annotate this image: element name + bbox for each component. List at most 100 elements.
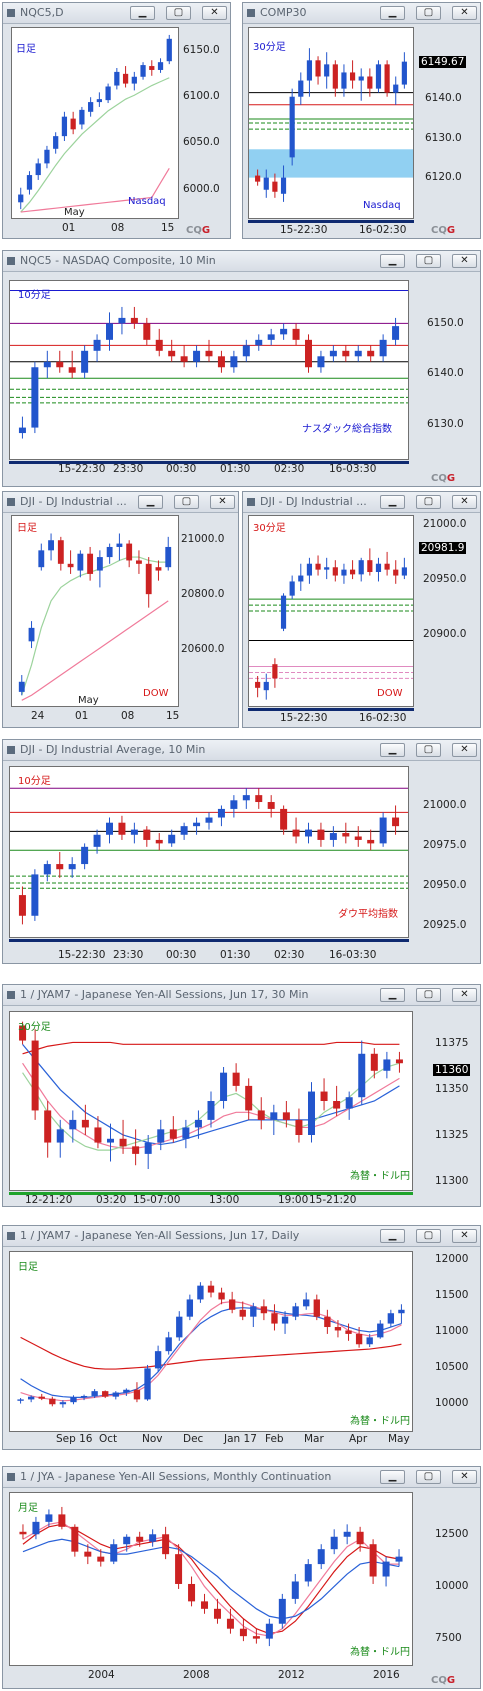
candle-body — [383, 1059, 391, 1071]
chart-area[interactable]: 10分足 ダウ平均指数 — [9, 766, 409, 938]
moving-average-line — [20, 77, 170, 213]
titlebar[interactable]: 1 / JYAM7 - Japanese Yen-All Sessions, J… — [3, 1226, 480, 1247]
maximize-icon: ▢ — [423, 1471, 434, 1482]
chart-area[interactable]: 月足 為替・ドル円 — [9, 1492, 413, 1666]
window-dji-daily[interactable]: DJI - DJ Industrial ... ▁ ▢ ✕ 日足 DOW May… — [2, 491, 239, 728]
x-tick: 2008 — [183, 1669, 210, 1681]
maximize-button[interactable]: ▢ — [416, 1229, 441, 1243]
y-tick: 20900.0 — [423, 628, 467, 640]
x-tick: Feb — [265, 1433, 284, 1445]
maximize-button[interactable]: ▢ — [416, 254, 441, 268]
y-tick: 6130.0 — [427, 418, 464, 430]
minimize-button[interactable]: ▁ — [380, 988, 405, 1002]
candle-body — [155, 567, 162, 571]
minimize-button[interactable]: ▁ — [138, 495, 163, 509]
chart-area[interactable]: 日足 DOW May — [11, 515, 179, 707]
close-button[interactable]: ✕ — [452, 743, 477, 757]
candle-body — [272, 664, 278, 679]
titlebar[interactable]: 1 / JYA - Japanese Yen-All Sessions, Mon… — [3, 1467, 480, 1488]
chart-svg — [19, 1506, 403, 1647]
window-comp30[interactable]: COMP30 ▁ ▢ ✕ 30分足 Nasdaq 6149.67 6140.0 … — [242, 2, 481, 239]
close-button[interactable]: ✕ — [452, 988, 477, 1002]
chart-area[interactable]: 日足 為替・ドル円 — [9, 1251, 413, 1432]
x-tick: Mar — [304, 1433, 324, 1445]
moving-average-line — [21, 600, 169, 701]
candle-body — [44, 149, 50, 164]
candle-body — [370, 1053, 378, 1071]
candle-body — [334, 1327, 342, 1331]
candle-body — [305, 339, 312, 368]
time-bar — [9, 1192, 413, 1195]
symbol-label: ダウ平均指数 — [338, 909, 398, 920]
close-button[interactable]: ✕ — [452, 495, 477, 509]
candle-body — [97, 1556, 105, 1562]
close-button[interactable]: ✕ — [452, 6, 477, 20]
candle-body — [289, 96, 295, 158]
minimize-button[interactable]: ▁ — [380, 1229, 405, 1243]
window-title: 1 / JYA - Japanese Yen-All Sessions, Mon… — [20, 1470, 332, 1483]
chart-area[interactable]: 30分足 DOW — [248, 515, 414, 707]
x-tick: 12-21:20 — [25, 1194, 73, 1206]
maximize-button[interactable]: ▢ — [174, 495, 199, 509]
chart-area[interactable]: 10分足 ナスダック総合指数 — [9, 280, 409, 460]
titlebar[interactable]: DJI - DJ Industrial Average, 10 Min ▁ ▢ … — [3, 740, 480, 761]
window-icon — [7, 1232, 15, 1240]
candle-body — [53, 136, 59, 149]
window-jpy-monthly[interactable]: 1 / JYA - Japanese Yen-All Sessions, Mon… — [2, 1466, 481, 1689]
candle-body — [245, 1085, 253, 1111]
candle-body — [341, 569, 347, 576]
candle-body — [271, 1313, 278, 1324]
candle-body — [305, 829, 312, 837]
minimize-button[interactable]: ▁ — [130, 6, 155, 20]
titlebar[interactable]: NQC5,D ▁ ▢ ✕ — [3, 3, 230, 24]
month-label: May — [64, 207, 85, 218]
window-icon — [247, 498, 255, 506]
close-button[interactable]: ✕ — [202, 6, 227, 20]
minimize-button[interactable]: ▁ — [380, 254, 405, 268]
candle-body — [145, 563, 152, 595]
moving-average-line — [20, 1307, 402, 1398]
candle-body — [304, 1564, 312, 1582]
window-jpy-daily[interactable]: 1 / JYAM7 - Japanese Yen-All Sessions, J… — [2, 1225, 481, 1450]
titlebar[interactable]: NQC5 - NASDAQ Composite, 10 Min ▁ ▢ ✕ — [3, 251, 480, 272]
maximize-button[interactable]: ▢ — [166, 6, 191, 20]
candle-body — [80, 1395, 88, 1398]
cqg-logo: CQG — [431, 473, 456, 484]
titlebar[interactable]: DJI - DJ Industrial ... ▁ ▢ ✕ — [243, 492, 480, 513]
titlebar[interactable]: COMP30 ▁ ▢ ✕ — [243, 3, 480, 24]
x-tick: May — [388, 1433, 410, 1445]
candle-body — [18, 895, 26, 916]
candle-body — [395, 1556, 403, 1562]
candle-body — [218, 1292, 225, 1300]
chart-area[interactable]: 30分足 Nasdaq — [248, 27, 414, 219]
window-dji-10min[interactable]: DJI - DJ Industrial Average, 10 Min ▁ ▢ … — [2, 739, 481, 964]
chart-area[interactable]: 日足 Nasdaq May — [11, 27, 179, 219]
symbol-label: Nasdaq — [128, 196, 166, 207]
close-button[interactable]: ✕ — [452, 1229, 477, 1243]
minimize-button[interactable]: ▁ — [380, 1470, 405, 1484]
window-nqc5-daily[interactable]: NQC5,D ▁ ▢ ✕ 日足 Nasdaq May 6150.0 6100.0… — [2, 2, 231, 239]
maximize-button[interactable]: ▢ — [416, 495, 441, 509]
close-button[interactable]: ✕ — [452, 1470, 477, 1484]
maximize-button[interactable]: ▢ — [416, 1470, 441, 1484]
titlebar[interactable]: 1 / JYAM7 - Japanese Yen-All Sessions, J… — [3, 985, 480, 1006]
minimize-button[interactable]: ▁ — [380, 743, 405, 757]
maximize-button[interactable]: ▢ — [416, 6, 441, 20]
minimize-button[interactable]: ▁ — [380, 6, 405, 20]
timeframe-label: 日足 — [17, 523, 37, 534]
maximize-button[interactable]: ▢ — [416, 743, 441, 757]
close-icon: ✕ — [460, 255, 469, 266]
close-button[interactable]: ✕ — [210, 495, 235, 509]
minimize-button[interactable]: ▁ — [380, 495, 405, 509]
x-tick: 02:30 — [274, 463, 305, 475]
maximize-button[interactable]: ▢ — [416, 988, 441, 1002]
close-button[interactable]: ✕ — [452, 254, 477, 268]
window-dji-30min[interactable]: DJI - DJ Industrial ... ▁ ▢ ✕ 30分足 DOW 2… — [242, 491, 481, 728]
window-jpy-30min[interactable]: 1 / JYAM7 - Japanese Yen-All Sessions, J… — [2, 984, 481, 1207]
titlebar[interactable]: DJI - DJ Industrial ... ▁ ▢ ✕ — [3, 492, 238, 513]
chart-area[interactable]: 30分足 為替・ドル円 — [9, 1011, 413, 1191]
window-nasdaq-10min[interactable]: NQC5 - NASDAQ Composite, 10 Min ▁ ▢ ✕ 10… — [2, 250, 481, 487]
candle-body — [289, 581, 295, 596]
maximize-icon: ▢ — [423, 1230, 434, 1241]
y-tick: 11375 — [435, 1037, 469, 1049]
